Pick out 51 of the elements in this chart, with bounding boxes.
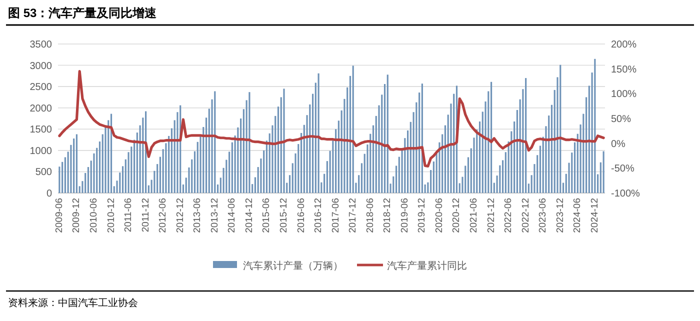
y2-tick-label: 0% [611, 138, 626, 150]
y-tick-label: 3500 [30, 40, 52, 50]
y-tick-label: 1500 [30, 124, 52, 136]
x-tick-label: 2016-06 [296, 198, 307, 233]
x-tick-label: 2014-06 [226, 198, 238, 233]
x-tick-label: 2016-12 [313, 198, 324, 233]
y2-tick-label: -100% [611, 188, 640, 200]
x-tick-label: 2021-06 [468, 198, 480, 233]
x-tick-label: 2011-12 [140, 198, 152, 232]
x-tick-label: 2024-06 [572, 198, 584, 233]
x-tick-label: 2011-06 [123, 198, 134, 232]
x-tick-label: 2017-06 [330, 198, 342, 233]
x-tick-label: 2013-06 [192, 198, 204, 233]
y-tick-label: 2500 [30, 82, 52, 94]
y-tick-label: 500 [35, 167, 52, 178]
y2-tick-label: -50% [611, 164, 634, 175]
x-tick-label: 2022-06 [503, 198, 514, 233]
x-tick-label: 2009-06 [54, 198, 65, 233]
x-tick-label: 2024-12 [589, 198, 600, 233]
y2-tick-label: 100% [611, 89, 637, 100]
x-tick-label: 2014-12 [244, 198, 255, 233]
x-tick-label: 2017-12 [348, 198, 359, 233]
x-tick-label: 2013-12 [209, 198, 220, 233]
x-tick-label: 2010-06 [88, 198, 100, 233]
x-tick-label: 2015-06 [261, 198, 272, 233]
x-tick-label: 2023-12 [554, 198, 566, 233]
x-tick-label: 2019-06 [399, 198, 410, 233]
x-tick-label: 2009-12 [71, 198, 82, 233]
x-tick-label: 2019-12 [416, 198, 428, 233]
x-tick-label: 2015-12 [278, 198, 290, 233]
x-tick-label: 2018-06 [364, 198, 376, 233]
y-tick-label: 2000 [30, 103, 52, 114]
x-tick-label: 2018-12 [382, 198, 394, 233]
legend-label: 汽车产量累计同比 [387, 260, 467, 272]
x-tick-label: 2021-12 [486, 198, 497, 233]
x-tick-label: 2022-12 [520, 198, 532, 233]
legend-label: 汽车累计产量（万辆） [243, 260, 343, 272]
y2-tick-label: 200% [611, 40, 637, 50]
y2-tick-label: 150% [611, 64, 637, 76]
y-tick-label: 0 [46, 188, 52, 200]
y-tick-label: 3000 [30, 60, 52, 72]
y2-tick-label: 50% [611, 114, 632, 125]
chart-title: 图 53：汽车产量及同比增速 [8, 6, 158, 20]
x-tick-label: 2020-12 [451, 198, 462, 233]
text: 资料来源：中国汽车工业协会 [8, 297, 138, 309]
x-tick-label: 2012-12 [174, 198, 186, 233]
x-tick-label: 2023-06 [538, 198, 549, 233]
x-tick-label: 2012-06 [158, 198, 169, 233]
y-tick-label: 1000 [30, 146, 52, 157]
x-tick-label: 2020-06 [434, 198, 445, 233]
x-tick-label: 2010-12 [106, 198, 117, 233]
